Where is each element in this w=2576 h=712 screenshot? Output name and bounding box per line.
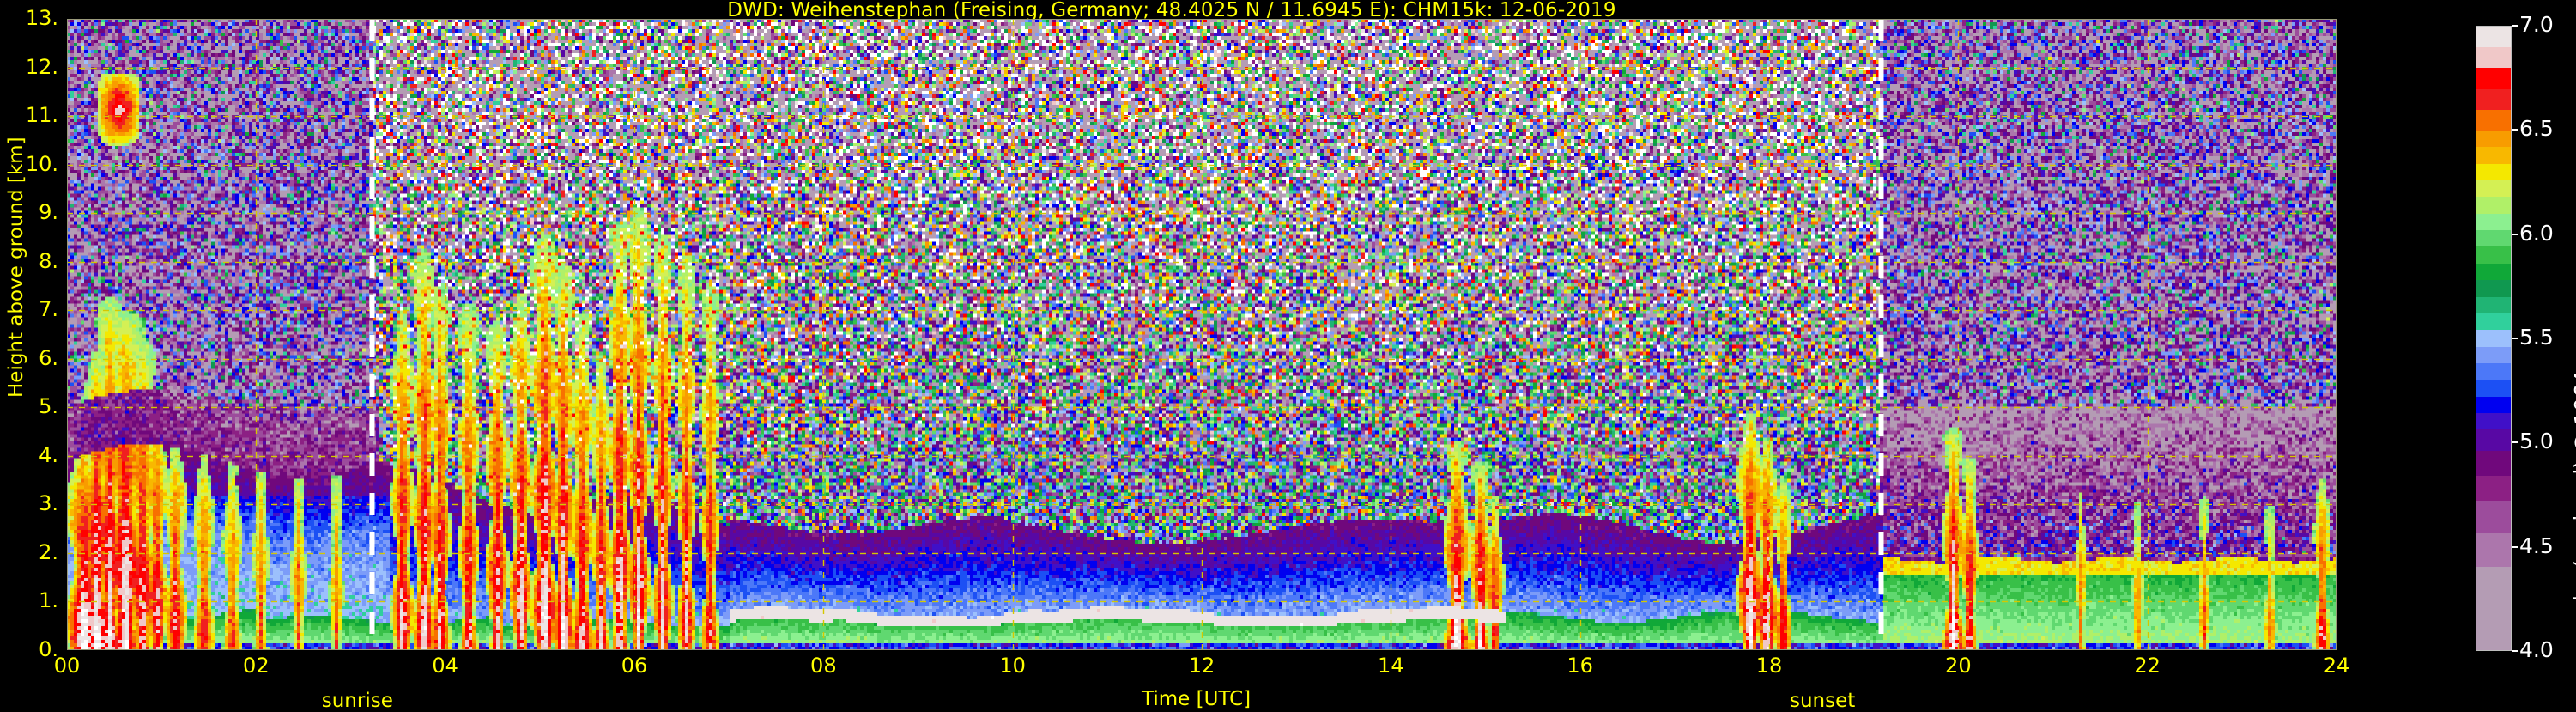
- x-tick-24: 24: [2323, 654, 2350, 678]
- colorbar-band: [2476, 380, 2511, 397]
- y-tick-13: 13.: [25, 6, 58, 30]
- colorbar-band: [2476, 500, 2511, 534]
- colorbar-band: [2476, 280, 2511, 297]
- colorbar-tick-mark: [2512, 25, 2518, 27]
- colorbar-tick-70: 7.0: [2519, 12, 2554, 37]
- colorbar-tick-40: 4.0: [2519, 637, 2554, 662]
- colorbar-band: [2476, 533, 2511, 568]
- colorbar-band: [2476, 130, 2511, 148]
- colorbar-band: [2476, 263, 2511, 281]
- colorbar-tick-mark: [2512, 441, 2518, 444]
- y-axis-title: Height above ground [km]: [5, 137, 27, 398]
- colorbar-band: [2476, 246, 2511, 264]
- y-tick-12: 12.: [25, 54, 58, 79]
- colorbar-tick-55: 5.5: [2519, 325, 2554, 350]
- y-tick-0: 0.: [39, 637, 58, 661]
- sunset-annotation: sunset: [1789, 690, 1856, 712]
- colorbar-tick-65: 6.5: [2519, 116, 2554, 142]
- colorbar-band: [2476, 396, 2511, 414]
- figure-title: DWD: Weihenstephan (Freising, Germany; 4…: [727, 0, 1616, 21]
- x-tick-18: 18: [1755, 654, 1783, 678]
- y-tick-10: 10.: [25, 151, 58, 176]
- colorbar-tick-45: 4.5: [2519, 532, 2554, 558]
- colorbar-band: [2476, 567, 2511, 650]
- colorbar-tick-mark: [2512, 338, 2518, 339]
- colorbar-band: [2476, 47, 2511, 69]
- colorbar-band: [2476, 163, 2511, 181]
- y-tick-2: 2.: [39, 539, 58, 564]
- y-tick-7: 7.: [39, 297, 58, 322]
- x-tick-00: 00: [53, 654, 81, 678]
- colorbar-tick-mark: [2512, 545, 2518, 548]
- sunrise-annotation: sunrise: [321, 690, 393, 712]
- x-tick-16: 16: [1567, 654, 1593, 678]
- colorbar-band: [2476, 230, 2511, 247]
- colorbar-band: [2476, 197, 2511, 214]
- x-axis-title: Time [UTC]: [1142, 688, 1252, 710]
- colorbar[interactable]: [2476, 26, 2512, 651]
- colorbar-band: [2476, 330, 2511, 347]
- colorbar-band: [2476, 88, 2511, 110]
- colorbar-band: [2476, 147, 2511, 164]
- colorbar-band: [2476, 296, 2511, 313]
- colorbar-band: [2476, 346, 2511, 363]
- colorbar-band: [2476, 313, 2511, 331]
- x-tick-08: 08: [810, 654, 837, 678]
- x-tick-12: 12: [1188, 654, 1215, 678]
- x-tick-02: 02: [243, 654, 270, 678]
- colorbar-tick-mark: [2512, 129, 2518, 131]
- colorbar-band: [2476, 413, 2511, 430]
- y-tick-3: 3.: [39, 491, 58, 516]
- colorbar-band: [2476, 109, 2511, 131]
- x-tick-04: 04: [432, 654, 458, 678]
- colorbar-band: [2476, 450, 2511, 476]
- heatmap-plot-area[interactable]: [67, 19, 2337, 650]
- x-tick-10: 10: [999, 654, 1026, 678]
- colorbar-tick-mark: [2512, 650, 2518, 652]
- grid-overlay: [67, 19, 2337, 650]
- y-tick-1: 1.: [39, 588, 58, 613]
- colorbar-title: log(rc-signal) @ 1064 nm: [2570, 329, 2576, 601]
- colorbar-tick-60: 6.0: [2519, 220, 2554, 246]
- colorbar-tick-mark: [2512, 233, 2518, 235]
- y-tick-4: 4.: [39, 442, 58, 467]
- y-tick-11: 11.: [25, 103, 58, 128]
- x-tick-22: 22: [2134, 654, 2161, 678]
- colorbar-band: [2476, 429, 2511, 451]
- y-tick-6: 6.: [39, 345, 58, 370]
- x-tick-06: 06: [621, 654, 648, 678]
- y-tick-5: 5.: [39, 394, 58, 419]
- colorbar-band: [2476, 68, 2511, 89]
- colorbar-band: [2476, 27, 2511, 48]
- colorbar-band: [2476, 180, 2511, 198]
- x-tick-20: 20: [1945, 654, 1972, 678]
- x-tick-14: 14: [1378, 654, 1404, 678]
- colorbar-band: [2476, 213, 2511, 231]
- colorbar-band: [2476, 475, 2511, 501]
- colorbar-band: [2476, 362, 2511, 380]
- y-tick-8: 8.: [39, 248, 58, 273]
- y-tick-9: 9.: [39, 200, 58, 225]
- colorbar-tick-50: 5.0: [2519, 429, 2554, 454]
